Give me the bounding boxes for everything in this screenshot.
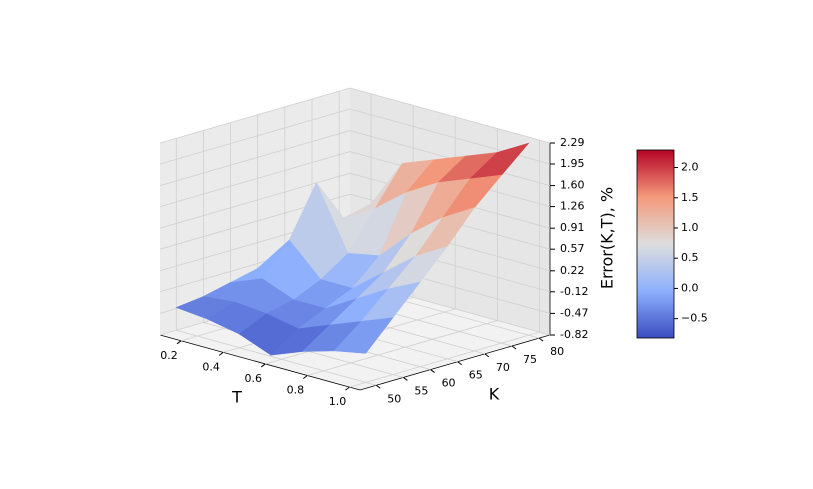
z-tick-label: 1.60 <box>560 179 585 192</box>
colorbar-tick-label: 1.5 <box>681 191 699 204</box>
z-tick-label: 0.22 <box>560 264 585 277</box>
y-tick-label: 60 <box>442 377 456 390</box>
y-tick <box>375 384 381 389</box>
x-tick-label: 0.6 <box>245 372 263 385</box>
x-tick <box>260 363 266 368</box>
z-tick-label: 1.95 <box>560 157 585 170</box>
grid-line <box>159 172 551 229</box>
y-axis-label: K <box>489 385 500 404</box>
y-tick-label: 65 <box>469 369 483 382</box>
labels: T K Error(K,T), % 0.2 0.4 0.6 0.8 1.0 50 55 60 6… <box>160 136 616 408</box>
y-tick-label: 80 <box>550 345 564 358</box>
x-axis-label: T <box>231 388 242 407</box>
y-tick <box>511 345 517 350</box>
x-tick <box>345 386 350 391</box>
colorbar-tick-label: 0.0 <box>681 281 699 294</box>
y-tick <box>430 369 435 373</box>
y-tick <box>484 353 490 358</box>
colorbar-tick-label: 1.0 <box>681 221 699 234</box>
y-tick <box>538 337 544 342</box>
y-tick <box>457 361 463 366</box>
z-tick-label: -0.12 <box>560 285 588 298</box>
colorbar: −0.5 0.0 0.5 1.0 1.5 2.0 <box>636 149 708 339</box>
axis-line <box>159 143 551 391</box>
grid-line <box>159 193 551 250</box>
colorbar-tick-label: 0.5 <box>681 251 699 264</box>
grid-line <box>159 108 551 165</box>
y-tick-label: 70 <box>496 361 510 374</box>
y-tick-label: 55 <box>414 384 428 397</box>
x-tick-label: 0.2 <box>160 349 178 362</box>
x-tick-label: 0.8 <box>287 384 305 397</box>
x-tick <box>176 340 182 345</box>
grid-line <box>159 87 551 144</box>
x-tick-label: 1.0 <box>329 395 347 408</box>
z-tick-label: -0.47 <box>560 306 588 319</box>
y-tick <box>403 377 408 381</box>
colorbar-gradient <box>636 149 675 339</box>
z-tick-label: -0.82 <box>560 328 588 341</box>
z-tick-label: 2.29 <box>560 136 585 149</box>
z-axis-label: Error(K,T), % <box>598 187 617 289</box>
colorbar-tick-label: 2.0 <box>681 161 699 174</box>
z-tick-label: 0.91 <box>560 221 585 234</box>
x-tick <box>218 351 224 356</box>
colorbar-tick-label: −0.5 <box>681 312 708 325</box>
y-tick-label: 50 <box>387 392 401 405</box>
surface-face <box>333 317 394 354</box>
surface <box>175 142 530 356</box>
y-tick-label: 75 <box>523 353 537 366</box>
x-tick <box>303 375 308 379</box>
x-tick-label: 0.4 <box>202 360 220 373</box>
z-tick-label: 1.26 <box>560 200 585 213</box>
z-tick-label: 0.57 <box>560 242 585 255</box>
